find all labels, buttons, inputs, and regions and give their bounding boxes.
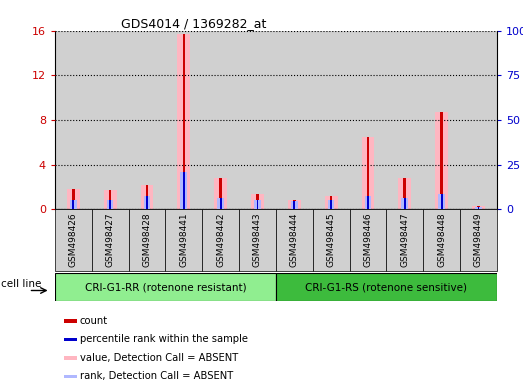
Bar: [423, 31, 460, 209]
Text: value, Detection Call = ABSENT: value, Detection Call = ABSENT: [79, 353, 238, 363]
Bar: [328, 200, 334, 209]
Bar: [109, 190, 111, 209]
Text: GSM498446: GSM498446: [363, 212, 372, 267]
Text: rank, Detection Call = ABSENT: rank, Detection Call = ABSENT: [79, 371, 233, 381]
Text: CRI-G1-RS (rotenone sensitive): CRI-G1-RS (rotenone sensitive): [305, 282, 468, 292]
Bar: [183, 34, 185, 209]
Bar: [435, 112, 448, 209]
Bar: [218, 198, 224, 209]
Bar: [349, 209, 386, 271]
Bar: [202, 31, 239, 209]
Bar: [365, 196, 371, 209]
Bar: [129, 209, 165, 271]
Bar: [257, 200, 258, 209]
Bar: [180, 172, 187, 209]
Bar: [330, 200, 332, 209]
Text: GSM498441: GSM498441: [179, 212, 188, 267]
Text: percentile rank within the sample: percentile rank within the sample: [79, 334, 247, 344]
Text: GDS4014 / 1369282_at: GDS4014 / 1369282_at: [121, 17, 267, 30]
Bar: [288, 200, 301, 209]
Bar: [477, 206, 480, 209]
Bar: [399, 178, 411, 209]
Bar: [330, 196, 333, 209]
Bar: [239, 209, 276, 271]
Bar: [202, 209, 239, 271]
Bar: [475, 207, 482, 209]
Bar: [460, 209, 497, 271]
Text: GSM498428: GSM498428: [142, 212, 152, 267]
Bar: [64, 319, 77, 323]
Text: GSM498445: GSM498445: [327, 212, 336, 267]
Text: GSM498443: GSM498443: [253, 212, 262, 267]
Text: GSM498447: GSM498447: [400, 212, 410, 267]
Bar: [251, 194, 264, 209]
Text: GSM498449: GSM498449: [474, 212, 483, 267]
Bar: [254, 200, 261, 209]
Bar: [325, 196, 337, 209]
Text: GSM498448: GSM498448: [437, 212, 446, 267]
Bar: [67, 189, 80, 209]
Bar: [92, 209, 129, 271]
Bar: [55, 31, 92, 209]
Bar: [386, 209, 423, 271]
Bar: [64, 356, 77, 359]
Bar: [104, 190, 117, 209]
Bar: [220, 198, 222, 209]
Bar: [219, 178, 222, 209]
Text: GSM498442: GSM498442: [216, 212, 225, 267]
Bar: [313, 31, 349, 209]
Bar: [349, 31, 386, 209]
Bar: [472, 206, 485, 209]
Bar: [55, 209, 92, 271]
Bar: [293, 200, 295, 209]
Bar: [367, 196, 369, 209]
Bar: [291, 202, 298, 209]
Bar: [70, 200, 77, 209]
Bar: [361, 137, 374, 209]
Bar: [276, 31, 313, 209]
Text: CRI-G1-RR (rotenone resistant): CRI-G1-RR (rotenone resistant): [85, 282, 246, 292]
Bar: [239, 31, 276, 209]
Bar: [129, 31, 165, 209]
Bar: [177, 34, 190, 209]
Bar: [165, 209, 202, 271]
Bar: [438, 194, 445, 209]
Bar: [64, 375, 77, 378]
Bar: [256, 194, 259, 209]
Bar: [386, 31, 423, 209]
Bar: [460, 31, 497, 209]
Bar: [72, 200, 74, 209]
Bar: [146, 185, 149, 209]
Bar: [276, 209, 313, 271]
Bar: [109, 200, 111, 209]
Bar: [183, 172, 185, 209]
Bar: [144, 196, 150, 209]
Bar: [477, 207, 480, 209]
Bar: [440, 112, 443, 209]
Bar: [293, 202, 295, 209]
Bar: [72, 189, 75, 209]
Bar: [165, 31, 202, 209]
Bar: [107, 200, 113, 209]
Text: cell line: cell line: [1, 278, 41, 289]
Bar: [146, 196, 148, 209]
Bar: [214, 178, 227, 209]
Bar: [403, 178, 406, 209]
Bar: [402, 198, 408, 209]
Bar: [313, 209, 349, 271]
Bar: [64, 338, 77, 341]
Bar: [441, 194, 442, 209]
Bar: [141, 185, 153, 209]
Bar: [276, 273, 497, 301]
Bar: [423, 209, 460, 271]
Text: GSM498427: GSM498427: [106, 212, 115, 267]
Text: GSM498426: GSM498426: [69, 212, 78, 267]
Bar: [55, 273, 276, 301]
Bar: [367, 137, 369, 209]
Text: count: count: [79, 316, 108, 326]
Text: GSM498444: GSM498444: [290, 212, 299, 267]
Bar: [404, 198, 406, 209]
Bar: [92, 31, 129, 209]
